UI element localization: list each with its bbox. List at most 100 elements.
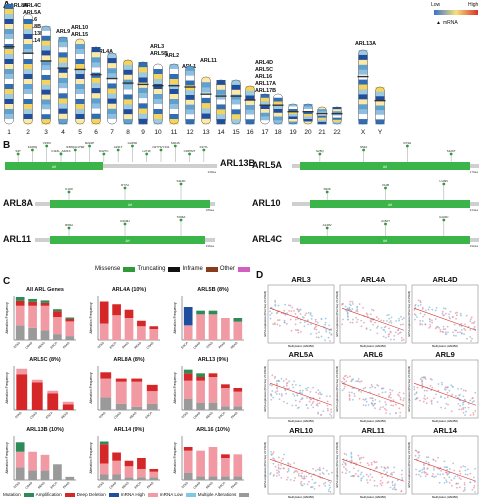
bar-segment bbox=[15, 451, 25, 468]
lollipop-head bbox=[159, 148, 163, 152]
data-point bbox=[271, 374, 274, 377]
category-label: READ bbox=[205, 480, 214, 489]
data-point bbox=[415, 392, 418, 395]
data-point bbox=[370, 320, 373, 323]
data-point bbox=[417, 299, 420, 302]
chromosome-10 bbox=[152, 63, 164, 125]
y-axis-label: mRNA expression (RNA Seq V2 RSEM) bbox=[407, 291, 411, 337]
data-point bbox=[421, 376, 423, 379]
legend-swatch bbox=[239, 492, 250, 497]
bar-segment bbox=[15, 305, 25, 326]
mutation-label: K14D bbox=[65, 187, 73, 191]
data-point bbox=[391, 480, 394, 483]
data-point bbox=[350, 475, 353, 478]
data-point bbox=[435, 393, 437, 396]
data-point bbox=[315, 325, 317, 328]
data-point bbox=[389, 388, 392, 391]
chromosome-9 bbox=[137, 61, 149, 125]
data-point bbox=[462, 389, 465, 392]
data-point bbox=[330, 333, 333, 336]
data-point bbox=[433, 397, 435, 400]
category-label: COAD bbox=[192, 410, 202, 420]
data-point bbox=[464, 473, 467, 476]
data-point bbox=[283, 467, 285, 470]
mutation-type-legend: Missense Truncating Inframe Other bbox=[95, 266, 252, 272]
category-label: PAAD bbox=[62, 480, 71, 489]
data-point bbox=[459, 478, 462, 481]
gene-label: ARL13A bbox=[355, 41, 376, 47]
data-point bbox=[463, 327, 466, 330]
data-point bbox=[448, 481, 451, 484]
data-point bbox=[274, 391, 277, 394]
data-point bbox=[427, 461, 430, 464]
data-point bbox=[459, 331, 461, 334]
category-label: STAD bbox=[97, 340, 106, 349]
data-point bbox=[305, 475, 308, 478]
chromosome-label: 7 bbox=[110, 129, 114, 136]
data-point bbox=[350, 380, 353, 383]
data-point bbox=[400, 337, 403, 339]
legend-mrna: ▲ mRNA bbox=[436, 20, 458, 26]
data-point bbox=[418, 454, 421, 457]
data-point bbox=[372, 309, 375, 312]
y-axis-label: Alteration Frequency bbox=[173, 442, 177, 474]
data-point bbox=[360, 479, 363, 482]
data-point bbox=[460, 322, 463, 325]
data-point bbox=[419, 378, 422, 380]
data-point bbox=[299, 313, 302, 315]
data-point bbox=[440, 469, 443, 472]
category-label: ESCA bbox=[109, 341, 118, 350]
mutation-label: R74H bbox=[404, 141, 412, 145]
data-point bbox=[419, 319, 422, 322]
bar-segment bbox=[47, 390, 59, 394]
legend-label: Missense bbox=[95, 266, 121, 272]
data-point bbox=[296, 329, 299, 332]
data-point bbox=[329, 491, 332, 493]
data-point bbox=[401, 469, 403, 472]
data-point bbox=[419, 399, 421, 402]
data-point bbox=[421, 468, 424, 471]
data-point bbox=[293, 395, 296, 397]
data-point bbox=[371, 476, 374, 479]
data-point bbox=[327, 473, 330, 475]
data-point bbox=[445, 481, 448, 483]
data-point bbox=[324, 323, 326, 326]
data-point bbox=[289, 304, 292, 307]
bar-segment bbox=[112, 460, 121, 475]
data-point bbox=[349, 321, 352, 324]
scatter-title: ARL9 bbox=[435, 350, 455, 359]
data-point bbox=[464, 329, 467, 331]
data-point bbox=[429, 384, 432, 387]
data-point bbox=[288, 380, 291, 383]
data-point bbox=[463, 488, 466, 491]
bar-segment bbox=[233, 476, 243, 480]
data-point bbox=[426, 473, 429, 476]
data-point bbox=[425, 456, 428, 459]
data-point bbox=[276, 390, 279, 393]
data-point bbox=[282, 380, 285, 382]
data-point bbox=[300, 480, 303, 483]
data-point bbox=[286, 478, 288, 481]
data-point bbox=[316, 404, 319, 407]
data-point bbox=[446, 325, 449, 328]
data-point bbox=[437, 473, 439, 476]
data-point bbox=[396, 329, 399, 332]
data-point bbox=[458, 476, 461, 479]
data-point bbox=[442, 328, 445, 331]
data-point bbox=[443, 314, 446, 317]
data-point bbox=[391, 484, 394, 487]
data-point bbox=[317, 336, 320, 339]
lollipop-head bbox=[188, 152, 191, 156]
data-point bbox=[358, 303, 361, 305]
y-axis-label: Alteration Frequency bbox=[5, 302, 9, 334]
data-point bbox=[322, 473, 325, 475]
scatter-plot: mRNA expression (RNA Seq V2 RSEM) Methyla… bbox=[335, 435, 407, 499]
chromosome-label: 2 bbox=[26, 129, 30, 136]
data-point bbox=[398, 391, 401, 394]
data-point bbox=[307, 386, 310, 389]
bar-segment bbox=[146, 403, 158, 410]
data-point bbox=[356, 306, 358, 309]
data-point bbox=[418, 451, 420, 453]
data-point bbox=[328, 484, 331, 487]
category-label: ESCA bbox=[50, 341, 59, 350]
